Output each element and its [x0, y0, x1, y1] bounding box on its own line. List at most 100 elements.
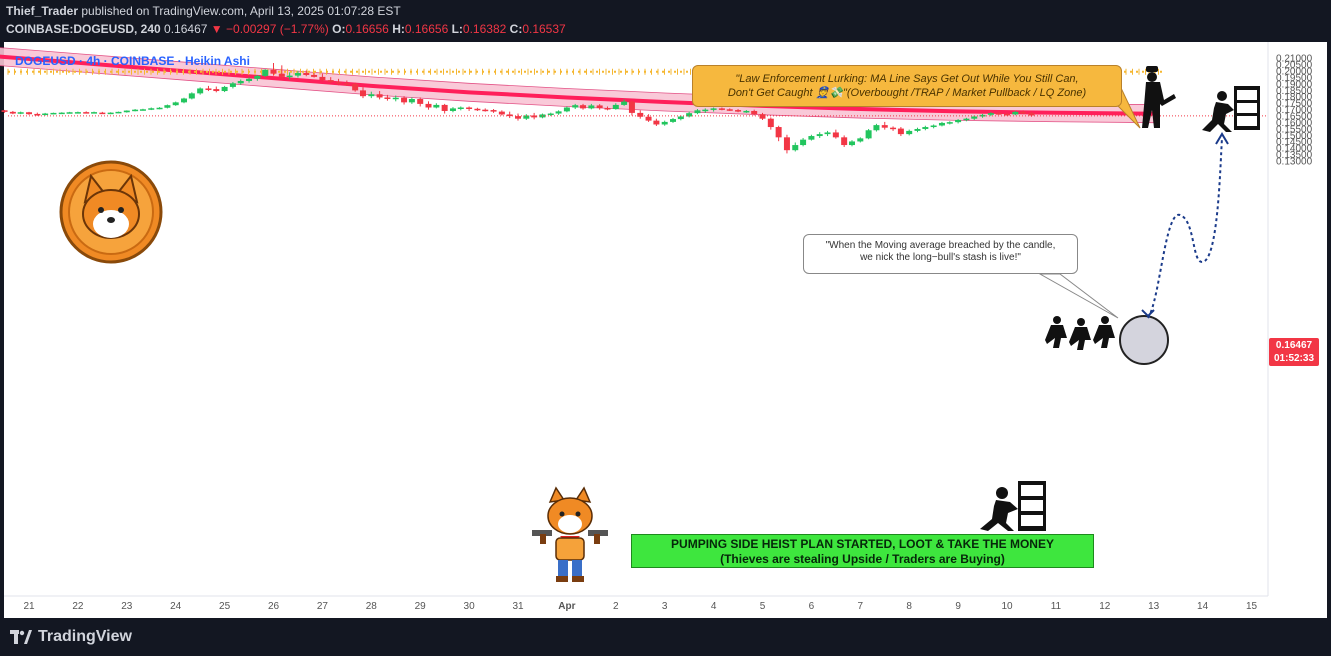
candle-body [1004, 113, 1010, 116]
candle-body [17, 112, 24, 114]
candle-body [401, 97, 408, 103]
running-thieves-icon [1045, 316, 1115, 350]
x-tick-label: Apr [558, 601, 575, 612]
candle-body [775, 127, 782, 138]
candle-body [816, 134, 823, 137]
candle-body [890, 127, 897, 130]
candle-body [946, 122, 953, 124]
candle-body [139, 109, 146, 111]
candle-body [726, 109, 733, 111]
publish-date: published on TradingView.com, April 13, … [81, 4, 401, 18]
x-tick-label: 15 [1246, 601, 1258, 612]
candle-body [995, 113, 1002, 115]
x-tick-label: 27 [317, 601, 329, 612]
candle-body [303, 73, 310, 75]
candle-body [710, 108, 717, 110]
candle-body [107, 112, 114, 115]
candle-body [865, 130, 872, 139]
bar-countdown: 01:52:33 [1273, 353, 1315, 364]
low-label: L: [451, 22, 463, 36]
plan-line-1: PUMPING SIDE HEIST PLAN STARTED, LOOT & … [671, 537, 1054, 551]
candle-body [751, 110, 758, 115]
candle-body [229, 83, 236, 87]
close-value: 0.16537 [522, 22, 566, 36]
candle-body [906, 130, 913, 135]
y-tick-label: 0.18500 [1276, 86, 1313, 97]
strategy-note: "When the Moving average breached by the… [803, 234, 1078, 274]
candle-body [800, 139, 807, 146]
candle-body [645, 116, 652, 121]
candle-body [466, 107, 473, 109]
candle-body [767, 118, 774, 128]
candle-body [621, 101, 628, 105]
candle-body [702, 109, 709, 112]
x-tick-label: 30 [464, 601, 476, 612]
candle-body [9, 111, 16, 114]
candle-body [91, 112, 98, 114]
candle-body [580, 105, 587, 109]
candle-body [792, 145, 799, 151]
candle-body [661, 121, 668, 125]
brand-name: TradingView [38, 628, 132, 645]
y-tick-label: 0.20000 [1276, 66, 1313, 77]
candle-body [319, 76, 326, 81]
chart-title[interactable]: DOGEUSD · 4h · COINBASE · Heikin Ashi [15, 54, 250, 68]
candle-body [914, 128, 921, 131]
x-tick-label: 9 [955, 601, 961, 612]
candle-body [628, 101, 635, 113]
shiba-coin-icon [59, 160, 163, 264]
publish-info: Thief_Trader published on TradingView.co… [6, 4, 401, 18]
candle-body [808, 136, 815, 140]
candle-body [1020, 111, 1027, 114]
author-name[interactable]: Thief_Trader [6, 4, 79, 18]
candle-body [922, 127, 929, 129]
candle-body [897, 128, 904, 135]
candle-body [743, 110, 750, 113]
candle-body [181, 98, 188, 103]
open-label: O: [332, 22, 346, 36]
candle-body [172, 102, 179, 106]
moving-average-line [0, 54, 1154, 116]
candle-body [188, 93, 195, 99]
candle-body [963, 118, 970, 121]
candle-body [417, 99, 424, 104]
candle-body [832, 132, 839, 138]
candle-body [987, 113, 994, 115]
down-chevron-icon [1141, 309, 1155, 318]
y-tick-label: 0.16500 [1276, 111, 1313, 122]
y-tick-label: 0.21000 [1276, 54, 1313, 65]
candle-body [254, 75, 261, 79]
candle-body [841, 137, 848, 146]
footer-bar [0, 618, 1331, 656]
y-tick-label: 0.19500 [1276, 73, 1313, 84]
candle-body [506, 114, 513, 117]
candle-body [343, 83, 350, 85]
y-tick-label: 0.18000 [1276, 92, 1313, 103]
candle-body [368, 94, 375, 97]
candle-body [563, 107, 570, 112]
candle-body [58, 112, 65, 115]
candle-body [955, 119, 962, 123]
high-value: 0.16656 [404, 22, 449, 36]
candle-body [515, 116, 521, 119]
current-price-value: 0.16467 [1275, 340, 1313, 351]
candle-body [677, 116, 684, 120]
x-tick-label: 26 [268, 601, 280, 612]
candle-body [482, 109, 489, 112]
candle-body [376, 94, 383, 98]
candle-body [572, 105, 579, 108]
candle-body [115, 111, 122, 114]
x-tick-label: 23 [121, 601, 133, 612]
y-tick-label: 0.13500 [1276, 150, 1313, 161]
x-tick-label: 14 [1197, 601, 1209, 612]
candle-body [132, 109, 139, 112]
candle-body [278, 73, 285, 77]
candle-body [352, 83, 359, 91]
candle-body [42, 113, 49, 116]
tradingview-logo[interactable]: TradingView [10, 628, 132, 646]
chart-axes: 0.210000.205000.200000.195000.190000.185… [4, 42, 1313, 612]
x-tick-label: 12 [1099, 601, 1111, 612]
candle-body [971, 116, 978, 119]
candle-body [637, 112, 644, 117]
y-tick-label: 0.13000 [1276, 156, 1313, 167]
